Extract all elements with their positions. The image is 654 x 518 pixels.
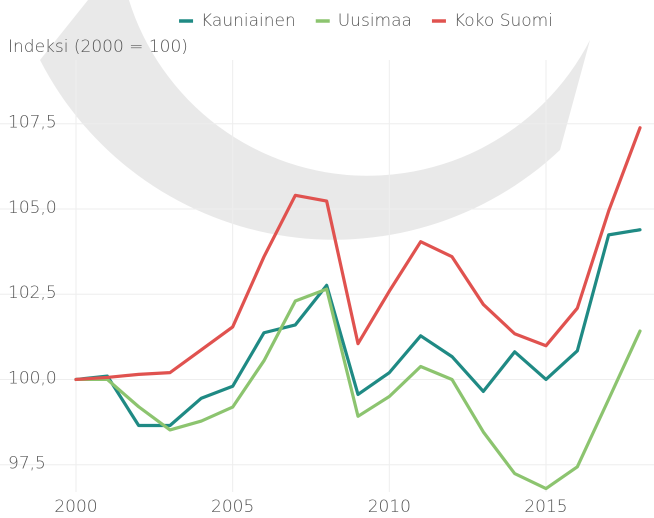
x-tick-label: 2015 — [524, 497, 567, 517]
y-tick-label: 97,5 — [8, 454, 46, 474]
y-axis-label: Indeksi (2000 = 100) — [8, 37, 188, 57]
x-tick-label: 2010 — [368, 497, 411, 517]
y-tick-label: 102,5 — [8, 283, 57, 303]
legend-label: Koko Suomi — [454, 11, 553, 31]
line-series — [74, 126, 642, 382]
legend-item: Uusimaa — [315, 11, 412, 31]
legend-label: Kauniainen — [201, 11, 296, 31]
line-series — [74, 228, 642, 428]
x-tick-label: 2005 — [211, 497, 254, 517]
y-tick-label: 100,0 — [8, 368, 57, 388]
legend-item: Kauniainen — [179, 11, 296, 31]
y-tick-label: 107,5 — [8, 113, 57, 133]
legend-item: Koko Suomi — [431, 11, 553, 31]
y-tick-label: 105,0 — [8, 198, 57, 218]
x-tick-label: 2000 — [54, 497, 97, 517]
legend: Kauniainen Uusimaa Koko Suomi — [179, 11, 553, 31]
legend-label: Uusimaa — [338, 11, 412, 31]
line-series — [74, 287, 642, 491]
watermark — [40, 0, 590, 240]
